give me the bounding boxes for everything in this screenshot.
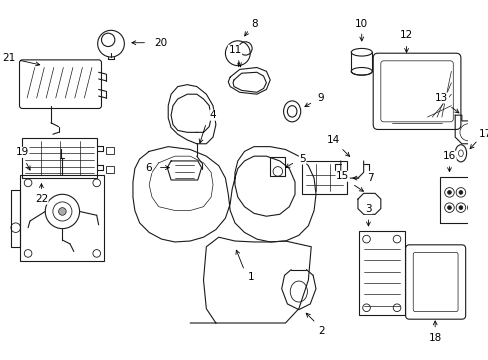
Text: 8: 8 [251, 19, 258, 29]
Text: 11: 11 [228, 45, 241, 55]
Bar [106, 166, 114, 173]
Bar [358, 231, 404, 315]
Text: 7: 7 [366, 173, 373, 183]
Circle shape [469, 206, 473, 210]
Text: 5: 5 [299, 154, 305, 164]
Circle shape [458, 190, 462, 194]
Text: 17: 17 [478, 129, 488, 139]
Text: 9: 9 [317, 93, 324, 103]
Text: 2: 2 [318, 326, 325, 336]
Bar [20, 175, 104, 261]
Text: 15: 15 [335, 171, 348, 181]
Text: 21: 21 [2, 53, 16, 63]
Text: 14: 14 [326, 135, 339, 145]
Text: 3: 3 [365, 204, 371, 213]
Bar [270, 157, 285, 176]
Text: 13: 13 [434, 93, 447, 103]
Text: 12: 12 [399, 30, 412, 40]
Text: 16: 16 [442, 151, 455, 161]
Text: 22: 22 [35, 194, 48, 204]
Circle shape [59, 208, 66, 215]
Circle shape [447, 206, 450, 210]
Bar [22, 138, 97, 178]
Circle shape [481, 206, 485, 210]
Bar [301, 161, 347, 194]
Text: 4: 4 [209, 110, 216, 120]
Text: 19: 19 [16, 147, 29, 157]
Circle shape [458, 206, 462, 210]
Circle shape [447, 190, 450, 194]
Bar [11, 189, 20, 247]
Text: 10: 10 [354, 19, 367, 29]
Text: 1: 1 [247, 272, 254, 282]
Text: 20: 20 [154, 38, 167, 48]
Bar [106, 147, 114, 154]
Text: 6: 6 [144, 163, 151, 172]
Bar [439, 177, 488, 223]
Text: 18: 18 [427, 333, 441, 343]
